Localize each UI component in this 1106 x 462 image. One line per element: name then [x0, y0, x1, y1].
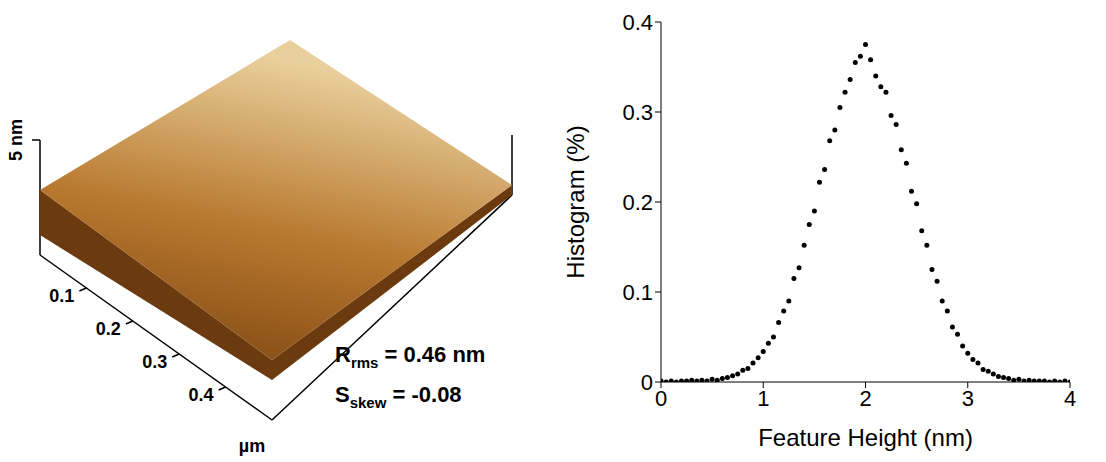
svg-text:0.1: 0.1	[622, 280, 653, 305]
svg-text:0: 0	[655, 386, 667, 411]
svg-text:4: 4	[1064, 386, 1076, 411]
svg-text:0.4: 0.4	[622, 10, 653, 35]
svg-text:1: 1	[757, 386, 769, 411]
svg-text:0.3: 0.3	[622, 100, 653, 125]
svg-text:Sskew = -0.08: Sskew = -0.08	[335, 382, 462, 411]
svg-text:2: 2	[859, 386, 871, 411]
svg-text:5 nm: 5 nm	[6, 119, 26, 161]
svg-text:0.3: 0.3	[142, 352, 167, 372]
svg-text:0.1: 0.1	[49, 286, 74, 306]
svg-text:Histogram (%): Histogram (%)	[562, 125, 589, 278]
svg-text:0.2: 0.2	[622, 190, 653, 215]
svg-text:0.4: 0.4	[189, 385, 214, 405]
svg-text:µm: µm	[239, 436, 265, 456]
svg-text:Feature Height (nm): Feature Height (nm)	[758, 424, 973, 451]
svg-text:3: 3	[962, 386, 974, 411]
svg-text:0.2: 0.2	[96, 319, 121, 339]
svg-text:0: 0	[641, 370, 653, 395]
svg-text:Rrms = 0.46 nm: Rrms = 0.46 nm	[335, 342, 485, 371]
